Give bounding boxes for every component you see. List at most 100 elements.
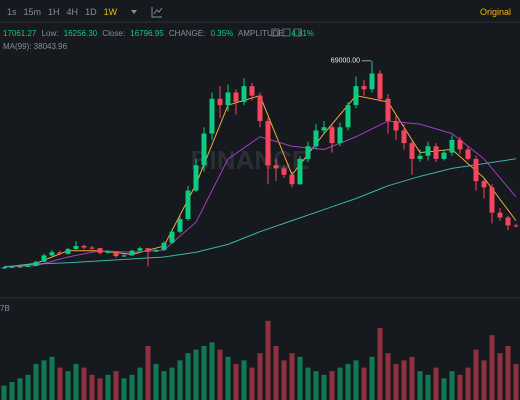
- volume-bar: [409, 356, 415, 400]
- volume-bar: [145, 346, 151, 400]
- ohlc-info: 17061.27 Low: 16256.30 Close: 16796.95 C…: [3, 29, 317, 38]
- candle-body: [489, 187, 495, 213]
- candle-body: [505, 217, 511, 226]
- candle-body: [113, 251, 119, 257]
- change-value: 0.35%: [210, 29, 234, 38]
- chart-style-icon[interactable]: [151, 7, 163, 18]
- volume-bar: [465, 367, 471, 400]
- volume-bar: [457, 374, 463, 400]
- candle-body: [241, 86, 247, 102]
- volume-bar: [97, 378, 103, 400]
- amplitude-value: 4.81%: [291, 29, 314, 38]
- volume-bar: [129, 374, 135, 400]
- close-value: 16796.95: [130, 29, 164, 38]
- volume-bar: [185, 353, 191, 400]
- interval-tab[interactable]: 1s: [7, 7, 17, 17]
- candle-body: [273, 165, 279, 169]
- candle-body: [217, 98, 223, 106]
- candle-body: [321, 127, 327, 131]
- volume-bar: [289, 353, 295, 400]
- volume-bar: [345, 364, 351, 400]
- candle-body: [385, 98, 391, 121]
- candle-body: [129, 250, 135, 256]
- volume-bar: [361, 367, 367, 400]
- candle-body: [177, 219, 183, 232]
- volume-bar: [89, 374, 95, 400]
- volume-bar: [489, 335, 495, 400]
- candle-body: [305, 146, 311, 159]
- volume-bar: [257, 353, 263, 400]
- volume-bar: [121, 378, 127, 400]
- volume-bar: [377, 328, 383, 400]
- volume-bar: [73, 364, 79, 400]
- candle-body: [329, 127, 335, 144]
- volume-bar: [1, 385, 7, 400]
- volume-legend-text: 7B: [0, 304, 10, 313]
- candle-body: [433, 146, 439, 159]
- candle-body: [105, 251, 111, 253]
- candle-body: [201, 133, 207, 166]
- candle-body: [17, 266, 23, 268]
- volume-bar: [233, 364, 239, 400]
- volume-bar: [137, 367, 143, 400]
- volume-bar: [217, 349, 223, 400]
- volume-bar: [441, 378, 447, 400]
- dropdown-arrow[interactable]: [131, 10, 137, 14]
- volume-bar: [281, 360, 287, 400]
- volume-bar: [369, 356, 375, 400]
- volume-bar: [497, 353, 503, 400]
- volume-bar: [305, 367, 311, 400]
- candle-body: [353, 86, 359, 106]
- interval-tab[interactable]: 4H: [66, 7, 79, 17]
- candle-body: [185, 190, 191, 220]
- volume-bar: [9, 382, 15, 400]
- candle-body: [169, 231, 175, 243]
- ma-line: [3, 158, 517, 268]
- volume-bar: [17, 378, 23, 400]
- interval-tab[interactable]: 1W: [103, 7, 118, 17]
- candle-body: [121, 255, 127, 257]
- volume-bar: [449, 371, 455, 400]
- view-original[interactable]: Original: [479, 7, 511, 17]
- interval-tab[interactable]: 15m: [23, 7, 42, 17]
- volume-bar: [201, 346, 207, 400]
- candle-body: [425, 146, 431, 156]
- volume-bar: [209, 342, 215, 400]
- volume-bar: [249, 367, 255, 400]
- interval-tab[interactable]: 1H: [48, 7, 60, 17]
- candle-body: [457, 139, 463, 150]
- candle-body: [225, 92, 231, 106]
- candle-body: [465, 149, 471, 159]
- candle-body: [65, 249, 71, 254]
- candle-body: [313, 130, 319, 147]
- volume-bar: [225, 356, 231, 400]
- candle-body: [417, 155, 423, 159]
- volume-bar: [393, 364, 399, 400]
- candle-body: [81, 245, 87, 248]
- volume-bar: [385, 353, 391, 400]
- candle-body: [57, 252, 63, 254]
- candle-body: [281, 168, 287, 175]
- candle-body: [441, 152, 447, 159]
- candle-body: [9, 266, 15, 268]
- toolbar: 1s 15m 1H 4H 1D 1W Original: [0, 7, 520, 17]
- volume-bar: [417, 371, 423, 400]
- candle-body: [89, 247, 95, 249]
- volume-bar: [49, 356, 55, 400]
- ma-legend-text: MA(99): 38043.96: [3, 42, 68, 51]
- candle-body: [377, 73, 383, 99]
- candle-body: [233, 92, 239, 102]
- interval-tab[interactable]: 1D: [85, 7, 97, 17]
- info-icons: [271, 28, 302, 37]
- watermark: BINANCE: [191, 145, 309, 175]
- volume-legend: 7B: [0, 304, 13, 313]
- ma-line: [3, 120, 517, 268]
- low-key: Low:: [41, 29, 59, 38]
- candle-body: [41, 255, 47, 262]
- volume-bar: [161, 371, 167, 400]
- candle-body: [345, 105, 351, 128]
- ma-legend: MA(99): 38043.96: [3, 42, 70, 51]
- candle-body: [409, 143, 415, 159]
- volume-bar: [401, 360, 407, 400]
